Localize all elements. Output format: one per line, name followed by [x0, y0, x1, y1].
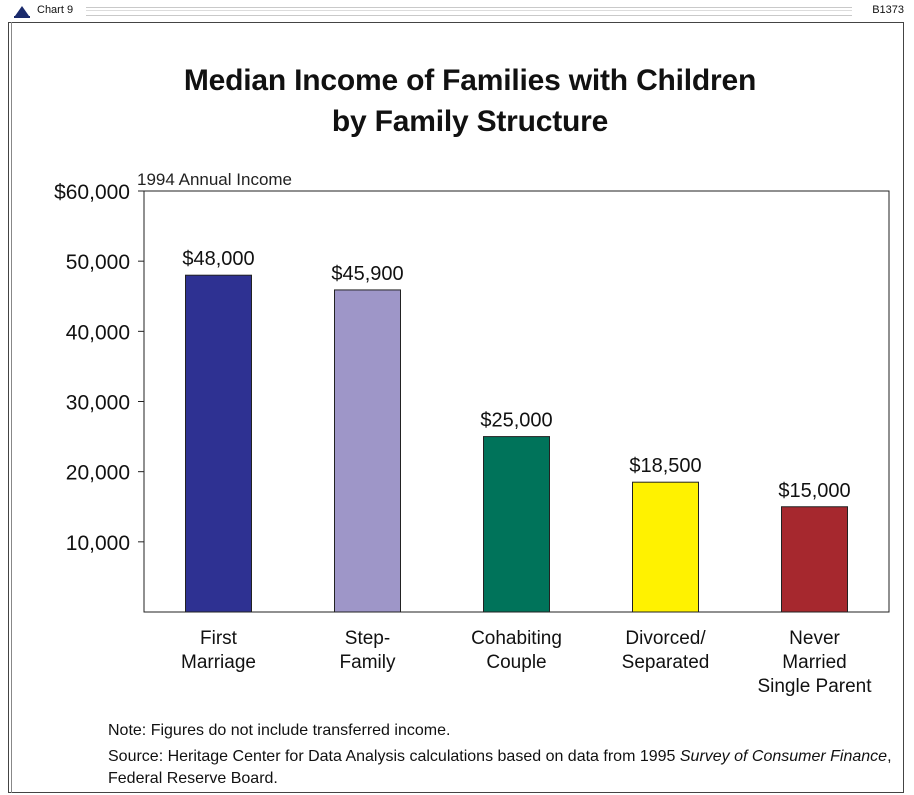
chart-code: B1373 — [872, 4, 904, 16]
x-category-label: Step- Family — [340, 628, 396, 673]
bar — [483, 436, 550, 613]
bar — [632, 481, 699, 613]
bar-value-label: $45,900 — [331, 263, 403, 285]
x-category-label-line: Never — [789, 628, 840, 649]
bar-value-label: $15,000 — [778, 480, 850, 502]
chart-header: Chart 9 B1373 — [0, 0, 914, 22]
x-category-label: Cohabiting Couple — [471, 628, 562, 673]
x-category-label-line: Single Parent — [757, 676, 872, 697]
bar-chart: 10,000 20,000 30,000 40,000 50,000 $60,000 $48… — [54, 181, 890, 697]
note-text: Figures do not include transferred incom… — [146, 722, 451, 739]
source-italic: Survey of Consumer Finance — [679, 748, 888, 765]
y-tick-label: 50,000 — [66, 251, 130, 274]
chart-title-line-1: Median Income of Families with Children — [183, 64, 757, 97]
bar-value-label: $18,500 — [629, 455, 701, 477]
bell-logo-icon — [14, 6, 30, 18]
x-category-label: First Marriage — [181, 628, 256, 673]
bar-value-label: $48,000 — [182, 248, 254, 270]
chart-number: Chart 9 — [37, 4, 74, 16]
bar — [334, 289, 401, 613]
x-category-label-line: Step- — [345, 628, 390, 649]
y-axis-unit-label: 1994 Annual Income — [137, 170, 293, 189]
x-category-label-line: Separated — [622, 652, 710, 673]
x-category-label-line: Divorced/ — [625, 628, 706, 649]
chart-frame-inner-edge — [11, 22, 12, 793]
bar — [781, 506, 848, 613]
x-category-label: Never Married Single Parent — [757, 628, 872, 697]
x-category-label-line: Family — [340, 652, 396, 673]
footnote-note: Note: Figures do not include transferred… — [108, 722, 450, 740]
bar — [185, 274, 252, 613]
header-rule — [86, 7, 852, 16]
note-label: Note: — [108, 722, 147, 739]
chart-frame — [8, 22, 904, 793]
y-tick-label: 40,000 — [66, 321, 130, 344]
source-text-2: , Federal Reserve Board. — [108, 748, 892, 787]
x-category-label-line: First — [200, 628, 238, 649]
footnote-source: Source: Heritage Center for Data Analysi… — [108, 746, 898, 790]
source-text-1: Heritage Center for Data Analysis calcul… — [163, 748, 680, 765]
chart-title: Median Income of Families with Children … — [60, 60, 880, 142]
bar-value-label: $25,000 — [480, 410, 552, 432]
x-category-label-line: Married — [782, 652, 846, 673]
x-category-label-line: Couple — [486, 652, 546, 673]
y-tick-label: 30,000 — [66, 392, 130, 415]
y-tick-label: 20,000 — [66, 462, 130, 485]
source-label: Source: — [108, 748, 164, 765]
y-tick-label: $60,000 — [54, 181, 130, 204]
chart-title-line-2: by Family Structure — [331, 105, 609, 138]
x-category-label: Divorced/Separated — [622, 628, 710, 673]
x-category-label-line: Marriage — [181, 652, 256, 673]
x-category-label-line: Cohabiting — [471, 628, 562, 649]
y-tick-label: 10,000 — [66, 532, 130, 555]
